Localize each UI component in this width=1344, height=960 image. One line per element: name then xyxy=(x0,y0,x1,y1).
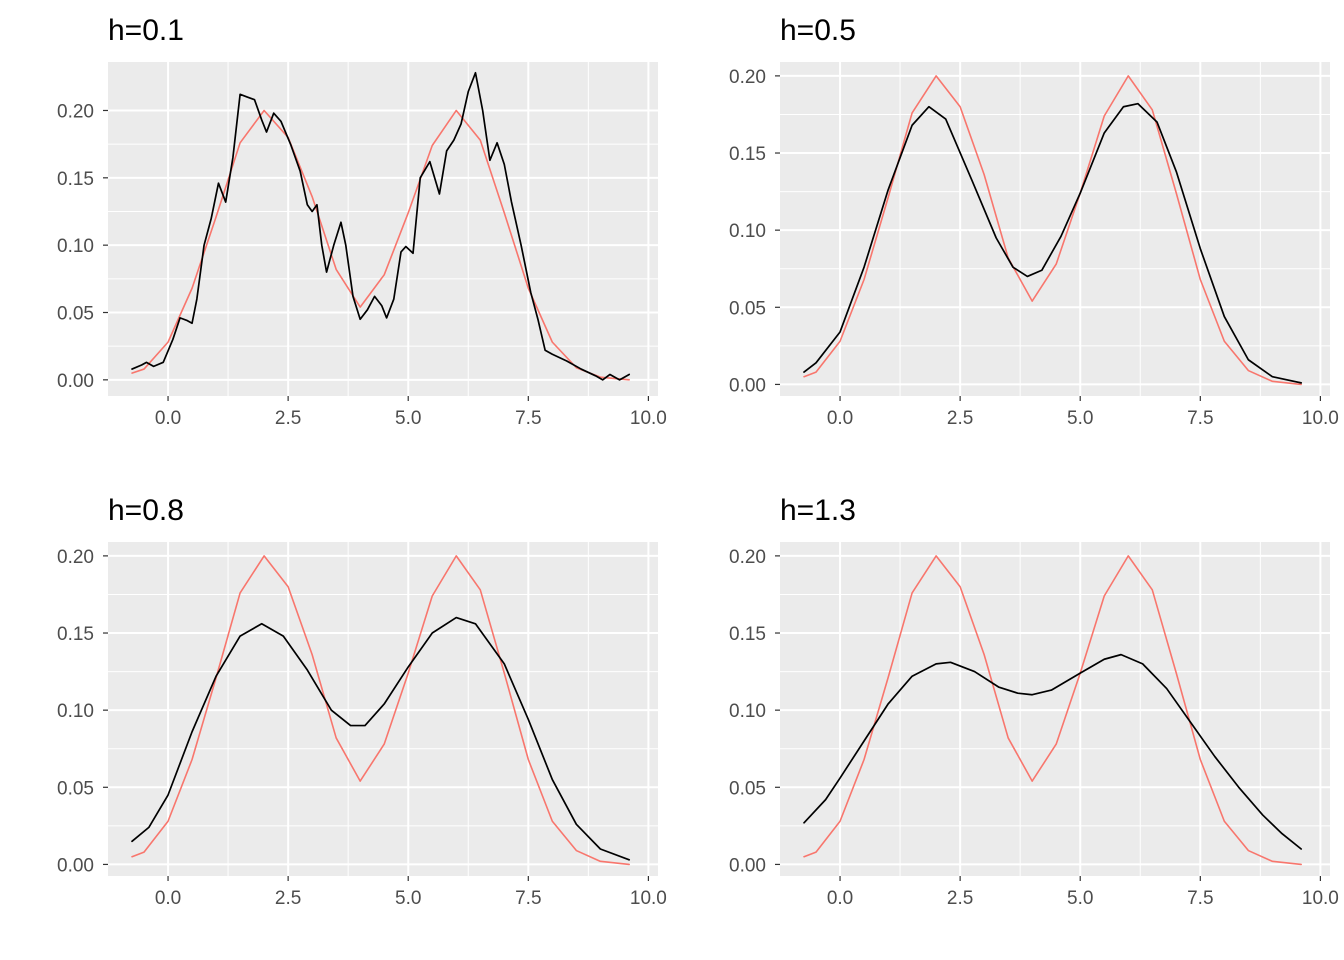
y-tick-label: 0.15 xyxy=(729,144,766,165)
panel-title: h=0.8 xyxy=(108,494,184,527)
x-tick-label: 7.5 xyxy=(1187,408,1213,429)
plot-area: 0.0 2.5 5.0 7.5 10.0 0.00 0.05 0.10 0.15 0.20 xyxy=(57,62,667,429)
x-tick-label: 0.0 xyxy=(155,408,181,429)
x-tick-label: 5.0 xyxy=(1067,408,1093,429)
panel-title: h=1.3 xyxy=(780,494,856,527)
y-tick-label: 0.10 xyxy=(729,701,766,722)
x-tick-label: 2.5 xyxy=(947,408,973,429)
y-tick-label: 0.05 xyxy=(729,298,766,319)
x-tick-label: 10.0 xyxy=(630,888,667,909)
plot-area: 0.0 2.5 5.0 7.5 10.0 0.00 0.05 0.10 0.15 0.20 xyxy=(729,62,1339,429)
y-tick-label: 0.00 xyxy=(729,855,766,876)
x-tick-label: 0.0 xyxy=(827,888,853,909)
panel-h08: h=0.8 0.0 2.5 5.0 7.5 10.00.000.050.100.150.… xyxy=(57,494,667,909)
kde-line xyxy=(131,71,631,381)
y-tick-label: 0.10 xyxy=(729,221,766,242)
y-tick-label: 0.15 xyxy=(57,169,94,190)
x-tick-label: 2.5 xyxy=(275,408,301,429)
y-tick-label: 0.15 xyxy=(729,624,766,645)
plot-area: 0.0 2.5 5.0 7.5 10.0 0.00 0.05 0.10 0.15 0.20 xyxy=(729,542,1339,909)
panel-title: h=0.1 xyxy=(108,14,184,47)
panel-title: h=0.5 xyxy=(780,14,856,47)
panel-h01: h=0.1 0.0 2.5 5.0 7.5 10.00.000.050.100.150.… xyxy=(57,14,667,429)
x-tick-label: 2.5 xyxy=(947,888,973,909)
x-tick-label: 7.5 xyxy=(515,408,541,429)
y-tick-label: 0.20 xyxy=(729,547,766,568)
true-density-line xyxy=(803,555,1302,866)
x-tick-label: 7.5 xyxy=(1187,888,1213,909)
y-tick-label: 0.10 xyxy=(57,701,94,722)
y-tick-label: 0.05 xyxy=(729,778,766,799)
y-tick-label: 0.05 xyxy=(57,304,94,325)
true-density-line xyxy=(131,109,630,381)
y-tick-label: 0.00 xyxy=(57,855,94,876)
true-density-line xyxy=(131,555,630,866)
x-tick-label: 10.0 xyxy=(630,408,667,429)
y-tick-label: 0.00 xyxy=(57,371,94,392)
y-tick-label: 0.05 xyxy=(57,778,94,799)
x-tick-label: 5.0 xyxy=(1067,888,1093,909)
kde-line xyxy=(131,616,631,861)
x-tick-label: 10.0 xyxy=(1302,888,1339,909)
y-tick-label: 0.20 xyxy=(729,67,766,88)
x-tick-label: 10.0 xyxy=(1302,408,1339,429)
x-tick-label: 7.5 xyxy=(515,888,541,909)
true-density-line xyxy=(803,75,1302,386)
panel-background xyxy=(108,62,658,396)
y-tick-label: 0.20 xyxy=(57,547,94,568)
panel-h13: h=1.3 0.0 2.5 5.0 7.5 10.00.000.050.100.150.… xyxy=(729,494,1339,909)
y-tick-label: 0.20 xyxy=(57,101,94,122)
x-tick-label: 5.0 xyxy=(395,888,421,909)
kde-line xyxy=(803,653,1303,850)
x-tick-label: 0.0 xyxy=(155,888,181,909)
x-tick-label: 2.5 xyxy=(275,888,301,909)
y-tick-label: 0.00 xyxy=(729,375,766,396)
y-tick-label: 0.10 xyxy=(57,236,94,257)
plot-area: 0.0 2.5 5.0 7.5 10.0 0.00 0.05 0.10 0.15 0.20 xyxy=(57,542,667,909)
panel-background xyxy=(108,542,658,876)
panel-background xyxy=(780,542,1330,876)
x-tick-label: 0.0 xyxy=(827,408,853,429)
x-tick-label: 5.0 xyxy=(395,408,421,429)
panel-h05: h=0.5 0.0 2.5 5.0 7.5 10.00.000.050.100.150.… xyxy=(729,14,1339,429)
y-tick-label: 0.15 xyxy=(57,624,94,645)
kde-line xyxy=(803,102,1303,384)
